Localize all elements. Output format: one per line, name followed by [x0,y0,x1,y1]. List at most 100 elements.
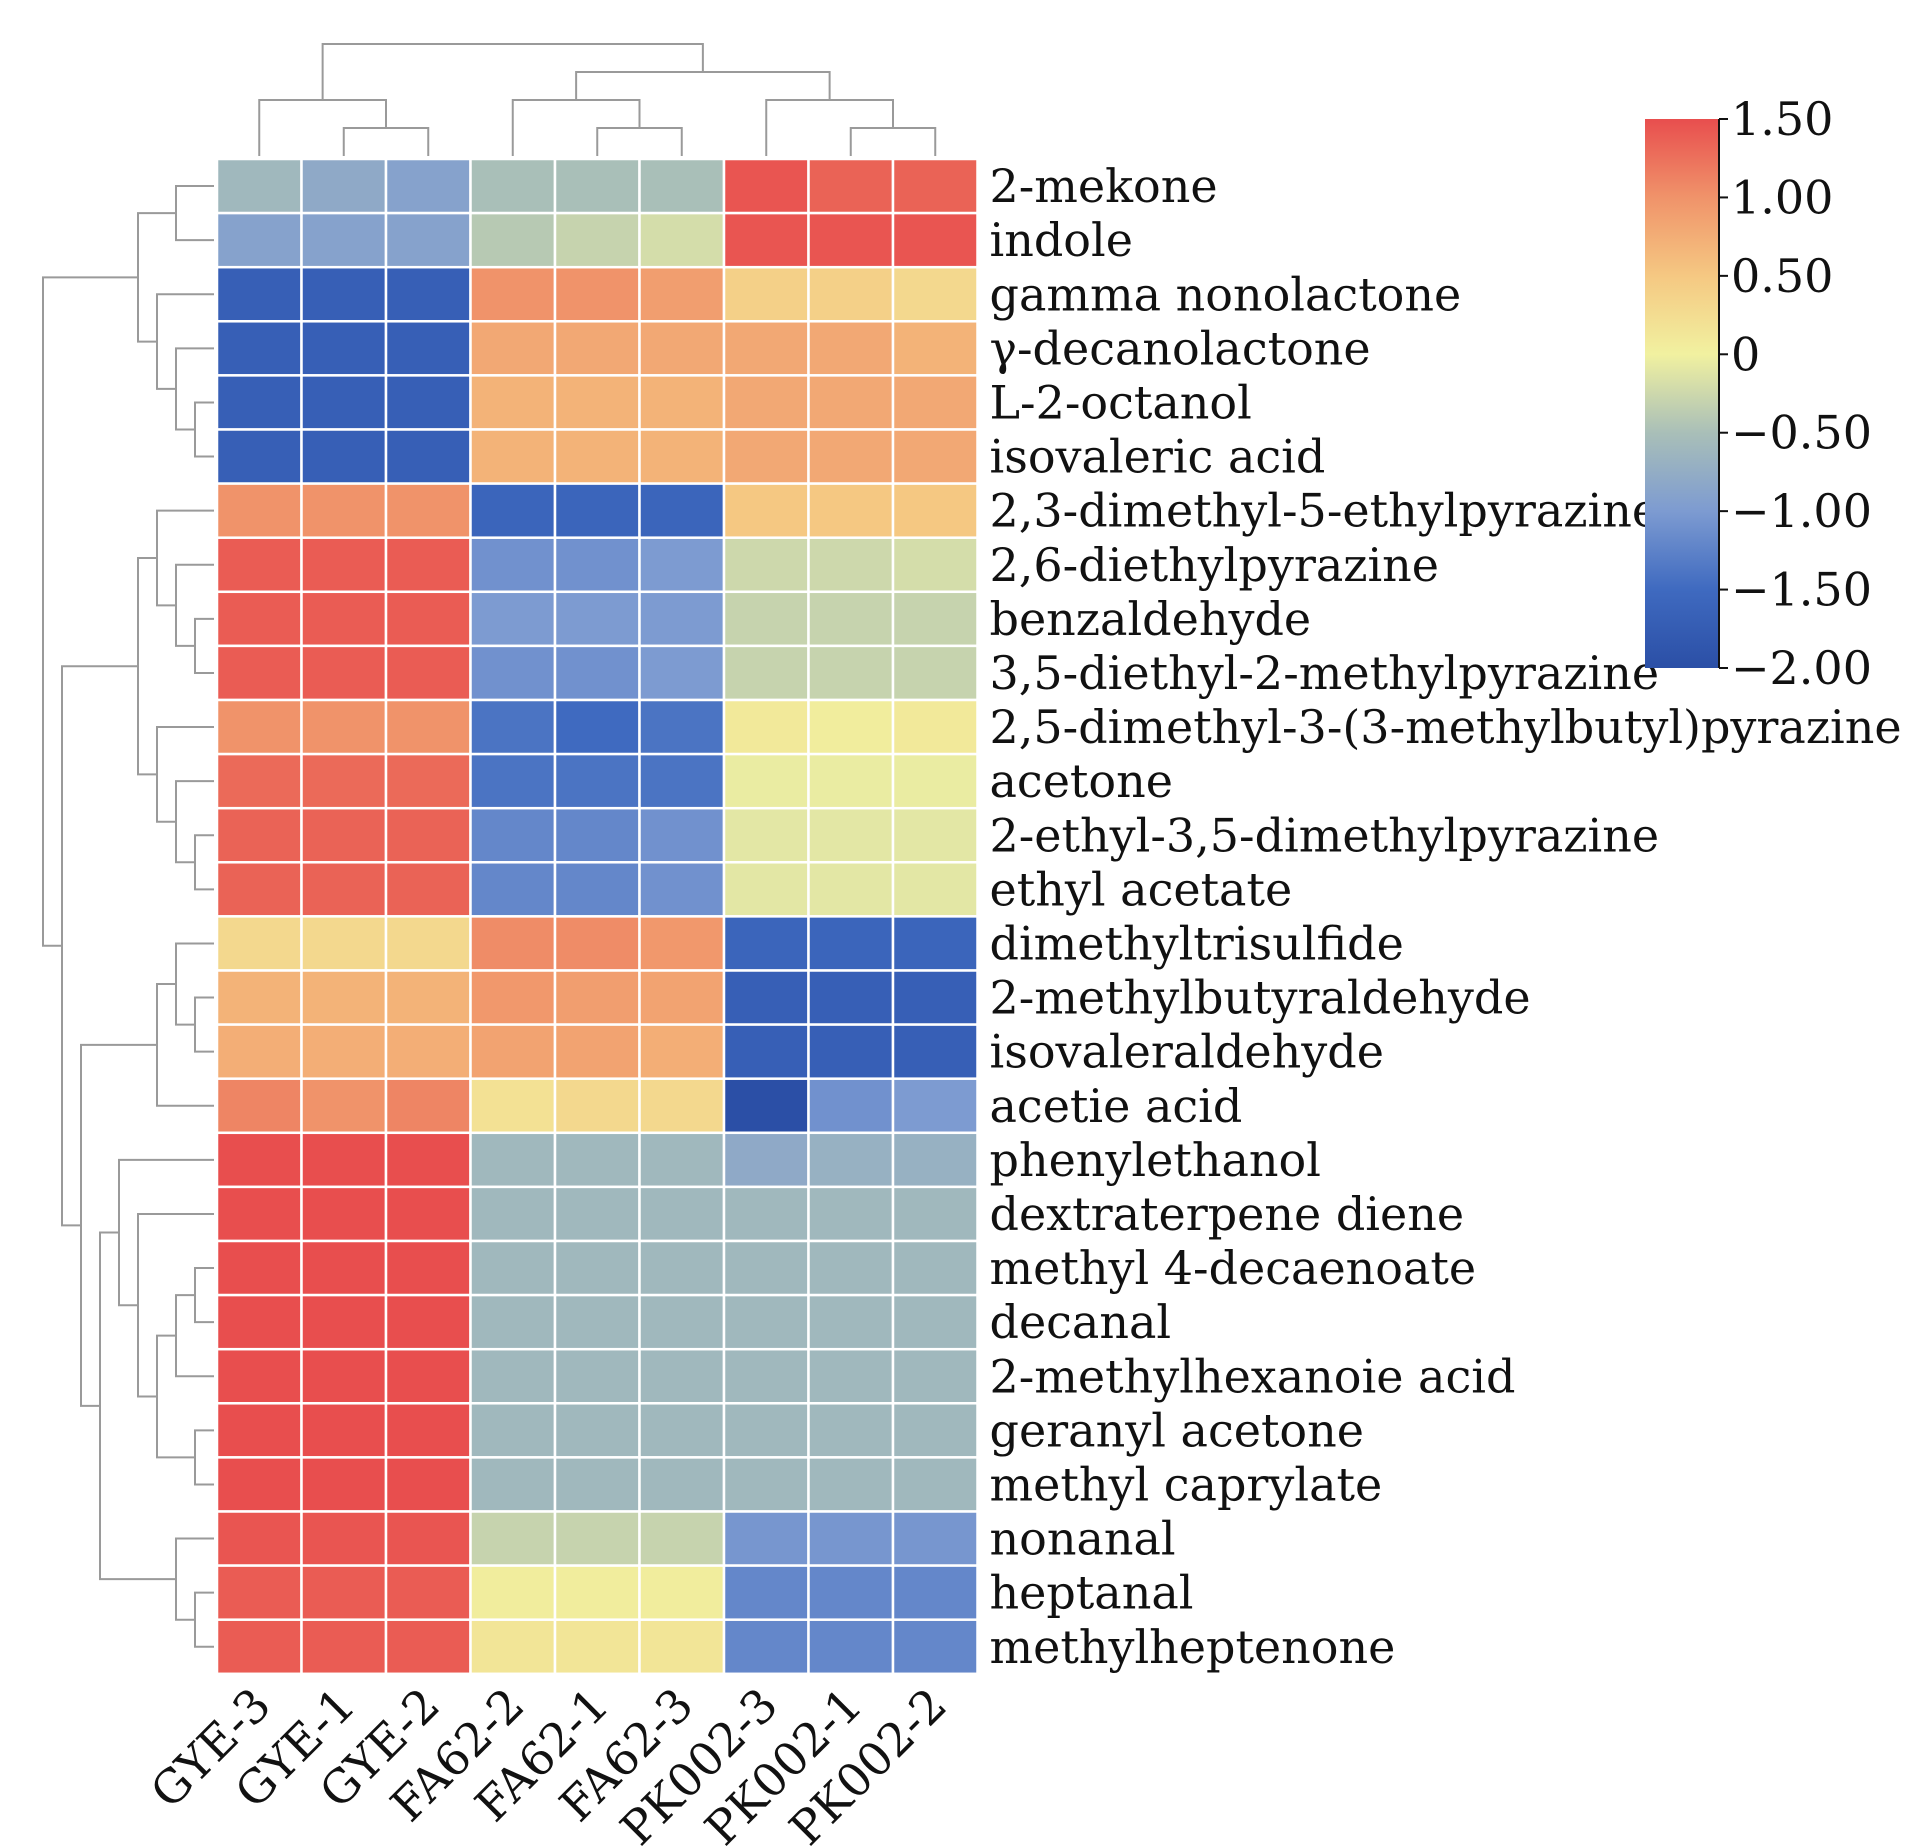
heatmap-cell [722,1131,810,1189]
row-label: 3,5-diethyl-2-methylpyrazine [990,646,1660,700]
heatmap-cell [553,1564,641,1621]
dendrogram-branch [137,556,157,776]
heatmap-cell [722,157,810,215]
dendrogram-branch [194,834,214,891]
heatmap-cell [807,752,895,810]
heatmap-cell [722,211,810,269]
heatmap-cell [891,211,979,269]
heatmap-cell [469,265,557,323]
heatmap-cell [469,1510,557,1567]
heatmap-cell [553,1510,641,1567]
row-label: 2-methylhexanoie acid [990,1349,1516,1403]
heatmap-cell [300,1347,388,1405]
row-label: 2-ethyl-3,5-dimethylpyrazine [990,808,1660,862]
heatmap-cell [384,1023,472,1080]
dendrogram-branch [194,1429,214,1486]
dendrogram-branch [194,401,214,458]
heatmap-cell [300,1618,388,1676]
heatmap-cell [300,265,388,323]
heatmap-cell [300,1293,388,1351]
heatmap-cell [300,1077,388,1135]
heatmap-cell [722,374,810,431]
heatmap-cell [638,1510,726,1567]
row-label: acetone [990,754,1173,808]
heatmap-cell [638,1239,726,1297]
heatmap-cell [384,752,472,810]
heatmap-cell [891,1510,979,1567]
heatmap-cell [553,536,641,594]
heatmap-cell [553,861,641,918]
heatmap-cell [215,1239,303,1297]
heatmap-cell [215,1131,303,1189]
heatmap-cell [553,211,641,269]
heatmap-cell [300,644,388,702]
row-label: benzaldehyde [990,592,1312,646]
heatmap-cell [891,1293,979,1351]
heatmap-cell [553,1185,641,1243]
heatmap-cell [300,157,388,215]
dendrogram-branch [194,996,214,1053]
heatmap-cell [722,806,810,864]
heatmap-cell [215,590,303,648]
colorbar-tick-label: 1.50 [1731,92,1833,146]
heatmap-cell [553,157,641,215]
heatmap-cell [300,320,388,377]
heatmap-cell [638,1293,726,1351]
heatmap-cell [722,1456,810,1513]
heatmap-cell [384,1293,472,1351]
heatmap-cell [638,320,726,377]
heatmap-cell [807,1131,895,1189]
heatmap-cell [722,590,810,648]
heatmap-cell [215,1564,303,1621]
colorbar-tick-label: 0.50 [1731,249,1833,303]
heatmap-cell [215,320,303,377]
heatmap-cell [300,211,388,269]
heatmap-cell [638,536,726,594]
heatmap-cell [553,428,641,485]
heatmap-cell [469,861,557,918]
heatmap-cell [638,1564,726,1621]
heatmap-cell [891,320,979,377]
heatmap-cell [384,428,472,485]
heatmap-cell [807,1564,895,1621]
row-label: geranyl acetone [990,1403,1364,1457]
heatmap-cell [553,644,641,702]
heatmap-cell [384,1618,472,1676]
heatmap-cell [722,1185,810,1243]
heatmap-cell [384,861,472,918]
heatmap-cell [215,374,303,431]
heatmap-cell [891,806,979,864]
heatmap-cell [384,1347,472,1405]
heatmap-cell [553,1023,641,1080]
heatmap-cell [722,861,810,918]
heatmap-cell [300,1239,388,1297]
heatmap-cell [722,1618,810,1676]
row-label: 2-methylbutyraldehyde [990,971,1531,1025]
heatmap-cell [553,590,641,648]
heatmap-cell [722,1293,810,1351]
heatmap-cell [638,752,726,810]
heatmap-cell [553,265,641,323]
heatmap-cell [469,1023,557,1080]
heatmap-cell [807,482,895,539]
heatmap-cell [891,1618,979,1676]
heatmap-cell [553,1347,641,1405]
heatmap-cell [807,157,895,215]
colorbar-tick-label: 1.00 [1731,170,1833,224]
heatmap-cell [722,1347,810,1405]
heatmap-cell [469,590,557,648]
heatmap-cell [553,752,641,810]
heatmap-cell [215,644,303,702]
heatmap-cell [215,1077,303,1135]
row-label: L-2-octanol [990,375,1252,429]
heatmap-cell [891,265,979,323]
heatmap-cell [469,698,557,756]
heatmap-cell [553,1077,641,1135]
heatmap-cell [469,1131,557,1189]
heatmap-cell [215,157,303,215]
heatmap-cell [469,482,557,539]
heatmap-cell [384,482,472,539]
heatmap-cell [891,1347,979,1405]
heatmap-cell [384,1131,472,1189]
heatmap-cell [469,536,557,594]
